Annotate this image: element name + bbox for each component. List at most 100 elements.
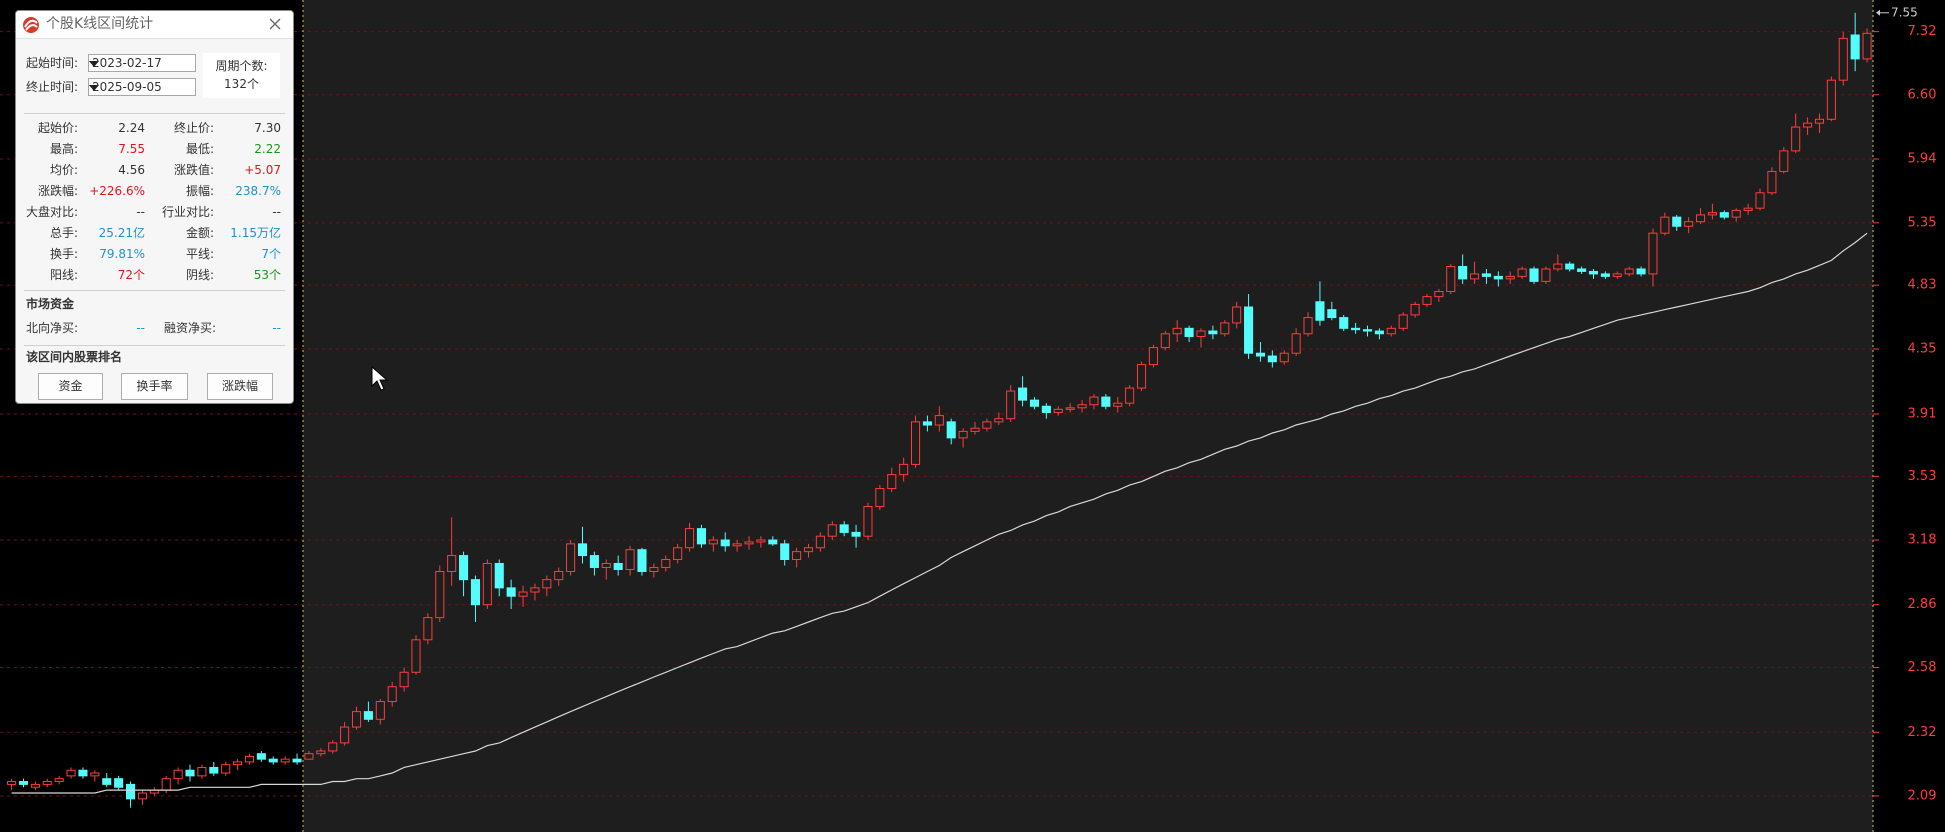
separator: [24, 290, 285, 291]
y-tick-label: 3.18: [1908, 533, 1937, 548]
stat-label: 涨跌幅:: [37, 184, 78, 198]
candle-body: [54, 778, 64, 783]
candle-body: [566, 543, 576, 572]
candle-body: [125, 783, 136, 800]
y-tick-label: 4.83: [1908, 278, 1937, 293]
ranking-button[interactable]: 换手率: [121, 373, 188, 400]
candle-body: [42, 781, 52, 785]
candle-body: [1101, 396, 1111, 407]
candle-body: [268, 758, 278, 763]
candle-body: [601, 562, 611, 568]
candle-body: [1422, 296, 1432, 305]
candle-body: [1125, 387, 1135, 404]
candle-body: [1244, 306, 1254, 354]
candle-body: [922, 421, 932, 426]
candle-body: [1303, 317, 1313, 335]
candle-body: [1517, 268, 1527, 277]
candle-body: [1279, 352, 1289, 363]
interval-background: [303, 0, 1873, 832]
dropdown-arrow: [89, 85, 99, 91]
stat-value: 1.15万亿: [230, 226, 281, 240]
candle-body: [1220, 322, 1230, 335]
candle-body: [1446, 266, 1456, 293]
stat-label: 起始价:: [37, 121, 78, 135]
candle-body: [7, 781, 17, 785]
candle-body: [1018, 387, 1028, 401]
candle-body: [994, 418, 1004, 423]
close-button[interactable]: [268, 17, 282, 31]
candle-body: [1006, 390, 1016, 420]
candle-body: [494, 562, 504, 589]
title-bar: 个股K线区间统计: [16, 11, 293, 39]
stat-label: 行业对比:: [161, 205, 214, 219]
period-label: 周期个数:: [215, 59, 268, 73]
candle-body: [1553, 263, 1563, 270]
candle-body: [1351, 327, 1361, 331]
stat-label: 北向净买:: [26, 321, 79, 335]
stat-value: +5.07: [244, 163, 281, 177]
candle-body: [1434, 291, 1444, 298]
candle-body: [1410, 303, 1420, 316]
candle-body: [1481, 273, 1491, 277]
candle-body: [1719, 212, 1729, 218]
candle-body: [1505, 275, 1515, 280]
candle-body: [256, 753, 266, 760]
candle-body: [1707, 212, 1717, 216]
dropdown-arrow: [89, 61, 99, 67]
candle-body: [1315, 301, 1325, 321]
candle-body: [696, 528, 706, 545]
candle-body: [732, 543, 742, 547]
candle-body: [161, 778, 171, 791]
candle-body: [1339, 317, 1349, 329]
candle-body: [209, 766, 219, 774]
ranking-button[interactable]: 涨跌幅: [207, 373, 273, 400]
stat-value: 7个: [261, 247, 281, 261]
candle-body: [625, 549, 635, 570]
candle-body: [839, 524, 849, 533]
candle-body: [30, 783, 40, 788]
candle-body: [1196, 330, 1206, 338]
stat-label: 涨跌值:: [173, 163, 214, 177]
section-title: 市场资金: [26, 297, 75, 311]
candle-body: [1232, 306, 1242, 324]
candle-body: [1648, 232, 1658, 275]
candle-body: [102, 778, 112, 785]
candle-body: [173, 769, 183, 780]
max-marker-head: [1876, 9, 1880, 16]
stat-value: 4.56: [118, 163, 145, 177]
stat-label: 金额:: [185, 226, 214, 240]
stat-value: 25.21亿: [98, 226, 145, 240]
candle-body: [1743, 207, 1753, 211]
candle-body: [470, 579, 481, 606]
candle-body: [459, 555, 469, 581]
start-date-select[interactable]: 2023-02-17: [88, 54, 196, 72]
stat-label: 阳线:: [49, 268, 78, 282]
candle-body: [1850, 34, 1860, 60]
candle-body: [1684, 221, 1694, 227]
stat-label: 阴线:: [185, 268, 214, 282]
candle-body: [910, 421, 921, 465]
grid: [0, 0, 1874, 832]
candle-body: [803, 547, 814, 553]
candle-body: [221, 764, 231, 774]
candle-body: [970, 427, 980, 432]
candle-body: [1826, 79, 1836, 120]
candle-body: [1636, 268, 1646, 275]
stat-value: 79.81%: [99, 247, 145, 261]
axis-background: [1874, 0, 1945, 832]
candle-body: [1624, 268, 1634, 275]
candle-body: [244, 755, 255, 763]
candle-body: [399, 671, 409, 688]
candle-body: [685, 528, 695, 549]
end-date-select[interactable]: 2025-09-05: [88, 78, 196, 96]
candle-body: [827, 524, 837, 537]
candle-body: [1862, 32, 1872, 60]
candle-body: [1838, 37, 1848, 81]
candle-body: [815, 535, 825, 549]
y-tick-label: 5.94: [1908, 152, 1937, 167]
candle-body: [1493, 275, 1503, 280]
candle-body: [673, 547, 683, 561]
candle-body: [1767, 170, 1777, 194]
ranking-button[interactable]: 资金: [38, 373, 103, 400]
